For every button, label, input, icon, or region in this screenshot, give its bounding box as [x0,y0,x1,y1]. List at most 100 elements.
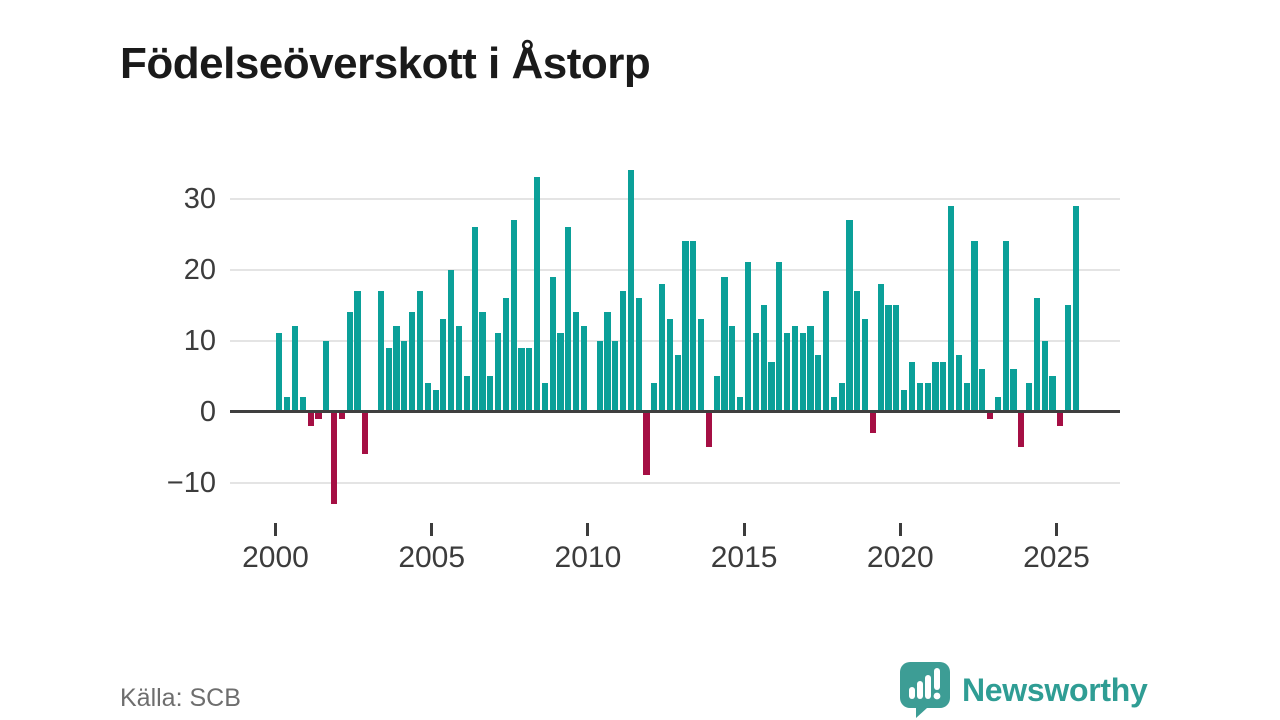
bar-2007q2 [502,297,509,412]
bar-2001q2 [315,411,322,419]
bar-2006q2 [471,226,478,412]
bar-2009q3 [573,312,580,412]
bar-2000q2 [284,397,291,412]
x-axis-zero-line [230,410,1120,413]
bar-2017q4 [830,397,837,412]
bar-2020q2 [908,361,916,412]
y-axis-label: 20 [183,253,216,286]
bar-2020q4 [924,383,931,412]
y-axis-label: 30 [183,182,216,215]
bar-2025q2 [1065,305,1072,412]
bar-2020q1 [901,390,908,412]
bar-2008q3 [541,383,549,412]
bar-2008q4 [549,276,556,412]
bar-2025q1 [1057,411,1064,426]
bar-2011q1 [619,290,627,412]
bar-2001q4 [330,411,338,504]
x-axis-label-2005: 2005 [398,541,466,574]
bar-2013q4 [705,411,713,447]
bar-2017q1 [807,326,814,412]
bar-2006q1 [463,376,470,412]
bar-2016q2 [783,333,791,412]
bar-2023q2 [1002,241,1009,412]
bar-2011q2 [627,170,634,412]
bar-2009q2 [565,226,572,412]
bar-2005q3 [448,269,455,412]
bar-2024q4 [1049,376,1056,412]
y-axis-label: −10 [166,466,216,499]
bar-2012q1 [651,383,658,412]
bar-2022q1 [963,383,970,412]
bar-2019q1 [869,411,877,433]
bar-2005q1 [432,390,439,412]
bar-2023q3 [1010,368,1017,412]
bar-2007q3 [510,219,517,412]
bar-2007q4 [518,347,525,412]
bar-2021q2 [940,361,947,412]
x-axis-tick-2005 [430,523,434,536]
bar-2016q4 [799,333,806,412]
bar-2014q3 [729,326,736,412]
gridline-30 [230,197,1120,200]
x-axis-label-2015: 2015 [710,541,778,574]
bar-2003q2 [377,290,385,412]
bar-2025q3 [1072,205,1080,412]
bar-2010q2 [596,340,603,412]
bar-2023q4 [1018,411,1025,447]
bar-2022q2 [971,241,978,412]
x-axis-label-2000: 2000 [242,541,309,574]
bar-2019q2 [877,283,884,412]
bar-2002q2 [346,312,353,412]
bar-2009q4 [580,326,588,412]
bar-2016q1 [776,262,783,412]
bar-2006q4 [487,376,494,412]
x-axis-tick-2020 [898,523,902,536]
bar-2018q1 [838,383,845,412]
gridline--10 [230,481,1120,484]
bar-2004q4 [424,383,431,412]
x-axis-tick-2015 [742,523,746,536]
gridline-20 [230,268,1120,271]
bar-2015q1 [744,262,752,412]
bar-2013q3 [698,319,705,412]
page-title: Födelseöverskott i Åstorp [120,39,651,89]
bar-2012q4 [674,354,681,412]
bar-2013q2 [690,241,697,412]
bar-2021q1 [932,361,939,412]
bar-2001q1 [307,411,314,426]
bar-2008q1 [526,347,533,412]
x-axis-label-2010: 2010 [554,541,622,574]
bar-2011q4 [643,411,650,476]
bar-2010q4 [612,340,619,412]
newsworthy-bubble-chart-icon [900,662,950,718]
bar-2024q1 [1026,383,1033,412]
bar-2015q3 [760,305,767,412]
bar-2012q3 [666,319,673,412]
bar-2004q3 [416,290,424,412]
bar-2001q3 [323,340,330,412]
bar-2007q1 [494,333,502,412]
newsworthy-logo: Newsworthy [898,660,1148,720]
bar-2010q3 [604,312,611,412]
bar-2015q4 [768,361,775,412]
bar-2004q2 [409,312,416,412]
bar-2005q4 [455,326,463,412]
x-axis-tick-2010 [586,523,590,536]
bar-2014q1 [713,376,720,412]
y-axis-label: 0 [199,395,216,428]
bar-2017q2 [815,354,822,412]
gridline-10 [230,339,1120,342]
bar-2000q4 [299,397,306,412]
bar-2014q2 [721,276,728,412]
bar-2005q2 [440,319,447,412]
bar-2019q4 [893,305,900,412]
bar-2018q2 [846,219,853,412]
bar-2024q2 [1033,297,1041,412]
bar-2022q3 [979,368,986,412]
bar-2022q4 [987,411,994,419]
bar-2002q3 [354,290,361,412]
source-caption: Källa: SCB [120,684,241,712]
bar-2003q4 [393,326,400,412]
bar-2003q3 [385,347,392,412]
